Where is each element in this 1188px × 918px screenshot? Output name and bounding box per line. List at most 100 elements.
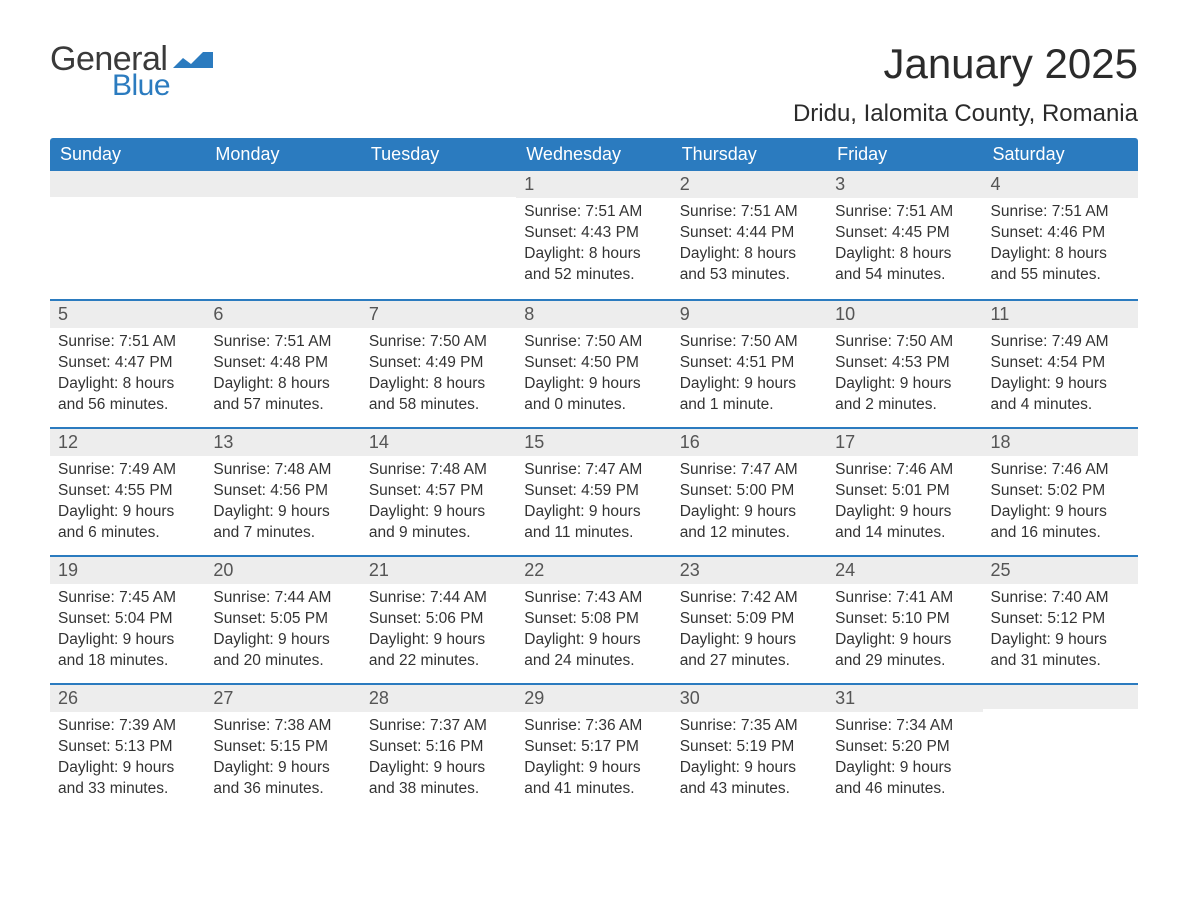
sunrise-line: Sunrise: 7:37 AM: [369, 716, 508, 737]
day-details: Sunrise: 7:44 AMSunset: 5:05 PMDaylight:…: [205, 584, 360, 680]
sunrise-line: Sunrise: 7:49 AM: [58, 460, 197, 481]
sunrise-line: Sunrise: 7:51 AM: [213, 332, 352, 353]
daylight-line: Daylight: 9 hours and 9 minutes.: [369, 502, 508, 544]
day-number: 23: [672, 555, 827, 584]
calendar-cell: 23Sunrise: 7:42 AMSunset: 5:09 PMDayligh…: [672, 555, 827, 683]
sunset-line: Sunset: 4:45 PM: [835, 223, 974, 244]
sunrise-line: Sunrise: 7:39 AM: [58, 716, 197, 737]
sunrise-line: Sunrise: 7:46 AM: [991, 460, 1130, 481]
day-details: Sunrise: 7:39 AMSunset: 5:13 PMDaylight:…: [50, 712, 205, 808]
sunset-line: Sunset: 4:55 PM: [58, 481, 197, 502]
daylight-line: Daylight: 9 hours and 46 minutes.: [835, 758, 974, 800]
calendar-table: SundayMondayTuesdayWednesdayThursdayFrid…: [50, 138, 1138, 811]
sunset-line: Sunset: 4:49 PM: [369, 353, 508, 374]
day-number: 2: [672, 171, 827, 198]
day-number: 29: [516, 683, 671, 712]
day-header: Tuesday: [361, 138, 516, 171]
daylight-line: Daylight: 9 hours and 0 minutes.: [524, 374, 663, 416]
sunset-line: Sunset: 5:00 PM: [680, 481, 819, 502]
day-details: Sunrise: 7:51 AMSunset: 4:46 PMDaylight:…: [983, 198, 1138, 294]
day-details: Sunrise: 7:42 AMSunset: 5:09 PMDaylight:…: [672, 584, 827, 680]
sunset-line: Sunset: 5:01 PM: [835, 481, 974, 502]
day-details: Sunrise: 7:49 AMSunset: 4:54 PMDaylight:…: [983, 328, 1138, 424]
sunrise-line: Sunrise: 7:51 AM: [835, 202, 974, 223]
daylight-line: Daylight: 9 hours and 38 minutes.: [369, 758, 508, 800]
sunset-line: Sunset: 5:17 PM: [524, 737, 663, 758]
day-details: Sunrise: 7:46 AMSunset: 5:02 PMDaylight:…: [983, 456, 1138, 552]
day-details: Sunrise: 7:47 AMSunset: 5:00 PMDaylight:…: [672, 456, 827, 552]
day-number: 3: [827, 171, 982, 198]
calendar-cell: 25Sunrise: 7:40 AMSunset: 5:12 PMDayligh…: [983, 555, 1138, 683]
day-details: Sunrise: 7:51 AMSunset: 4:44 PMDaylight:…: [672, 198, 827, 294]
day-number: 22: [516, 555, 671, 584]
day-header-row: SundayMondayTuesdayWednesdayThursdayFrid…: [50, 138, 1138, 171]
daylight-line: Daylight: 9 hours and 7 minutes.: [213, 502, 352, 544]
sunset-line: Sunset: 5:15 PM: [213, 737, 352, 758]
day-header: Saturday: [983, 138, 1138, 171]
day-number: 4: [983, 171, 1138, 198]
daylight-line: Daylight: 8 hours and 53 minutes.: [680, 244, 819, 286]
empty-day: [205, 171, 360, 197]
daylight-line: Daylight: 9 hours and 22 minutes.: [369, 630, 508, 672]
calendar-cell: 17Sunrise: 7:46 AMSunset: 5:01 PMDayligh…: [827, 427, 982, 555]
day-number: 1: [516, 171, 671, 198]
calendar-week: 19Sunrise: 7:45 AMSunset: 5:04 PMDayligh…: [50, 555, 1138, 683]
calendar-cell: 18Sunrise: 7:46 AMSunset: 5:02 PMDayligh…: [983, 427, 1138, 555]
daylight-line: Daylight: 8 hours and 57 minutes.: [213, 374, 352, 416]
day-number: 31: [827, 683, 982, 712]
calendar-cell: 16Sunrise: 7:47 AMSunset: 5:00 PMDayligh…: [672, 427, 827, 555]
sunset-line: Sunset: 4:44 PM: [680, 223, 819, 244]
sunrise-line: Sunrise: 7:50 AM: [835, 332, 974, 353]
location-text: Dridu, Ialomita County, Romania: [793, 100, 1138, 128]
day-details: Sunrise: 7:51 AMSunset: 4:45 PMDaylight:…: [827, 198, 982, 294]
daylight-line: Daylight: 9 hours and 20 minutes.: [213, 630, 352, 672]
brand-logo: General Blue: [50, 40, 213, 103]
daylight-line: Daylight: 9 hours and 29 minutes.: [835, 630, 974, 672]
daylight-line: Daylight: 9 hours and 4 minutes.: [991, 374, 1130, 416]
month-title: January 2025: [793, 40, 1138, 88]
day-number: 20: [205, 555, 360, 584]
daylight-line: Daylight: 9 hours and 18 minutes.: [58, 630, 197, 672]
sunrise-line: Sunrise: 7:41 AM: [835, 588, 974, 609]
calendar-cell: [205, 171, 360, 299]
sunset-line: Sunset: 5:02 PM: [991, 481, 1130, 502]
daylight-line: Daylight: 8 hours and 52 minutes.: [524, 244, 663, 286]
sunrise-line: Sunrise: 7:48 AM: [213, 460, 352, 481]
calendar-cell: 27Sunrise: 7:38 AMSunset: 5:15 PMDayligh…: [205, 683, 360, 811]
sunrise-line: Sunrise: 7:51 AM: [524, 202, 663, 223]
day-details: Sunrise: 7:35 AMSunset: 5:19 PMDaylight:…: [672, 712, 827, 808]
page-header: General Blue January 2025 Dridu, Ialomit…: [50, 40, 1138, 128]
sunset-line: Sunset: 5:08 PM: [524, 609, 663, 630]
day-details: Sunrise: 7:51 AMSunset: 4:43 PMDaylight:…: [516, 198, 671, 294]
sunrise-line: Sunrise: 7:35 AM: [680, 716, 819, 737]
day-number: 15: [516, 427, 671, 456]
day-number: 16: [672, 427, 827, 456]
daylight-line: Daylight: 8 hours and 55 minutes.: [991, 244, 1130, 286]
sunset-line: Sunset: 4:59 PM: [524, 481, 663, 502]
calendar-cell: 10Sunrise: 7:50 AMSunset: 4:53 PMDayligh…: [827, 299, 982, 427]
day-details: Sunrise: 7:36 AMSunset: 5:17 PMDaylight:…: [516, 712, 671, 808]
day-number: 30: [672, 683, 827, 712]
day-header: Thursday: [672, 138, 827, 171]
day-details: Sunrise: 7:46 AMSunset: 5:01 PMDaylight:…: [827, 456, 982, 552]
calendar-cell: 2Sunrise: 7:51 AMSunset: 4:44 PMDaylight…: [672, 171, 827, 299]
sunrise-line: Sunrise: 7:38 AM: [213, 716, 352, 737]
daylight-line: Daylight: 9 hours and 33 minutes.: [58, 758, 197, 800]
sunrise-line: Sunrise: 7:46 AM: [835, 460, 974, 481]
sunrise-line: Sunrise: 7:34 AM: [835, 716, 974, 737]
calendar-cell: 21Sunrise: 7:44 AMSunset: 5:06 PMDayligh…: [361, 555, 516, 683]
sunrise-line: Sunrise: 7:44 AM: [213, 588, 352, 609]
day-number: 6: [205, 299, 360, 328]
daylight-line: Daylight: 9 hours and 36 minutes.: [213, 758, 352, 800]
day-header: Friday: [827, 138, 982, 171]
day-details: Sunrise: 7:48 AMSunset: 4:57 PMDaylight:…: [361, 456, 516, 552]
day-details: Sunrise: 7:37 AMSunset: 5:16 PMDaylight:…: [361, 712, 516, 808]
sunrise-line: Sunrise: 7:44 AM: [369, 588, 508, 609]
sunrise-line: Sunrise: 7:47 AM: [680, 460, 819, 481]
sunrise-line: Sunrise: 7:51 AM: [58, 332, 197, 353]
sunrise-line: Sunrise: 7:49 AM: [991, 332, 1130, 353]
calendar-week: 1Sunrise: 7:51 AMSunset: 4:43 PMDaylight…: [50, 171, 1138, 299]
day-details: Sunrise: 7:40 AMSunset: 5:12 PMDaylight:…: [983, 584, 1138, 680]
daylight-line: Daylight: 9 hours and 14 minutes.: [835, 502, 974, 544]
day-header: Wednesday: [516, 138, 671, 171]
